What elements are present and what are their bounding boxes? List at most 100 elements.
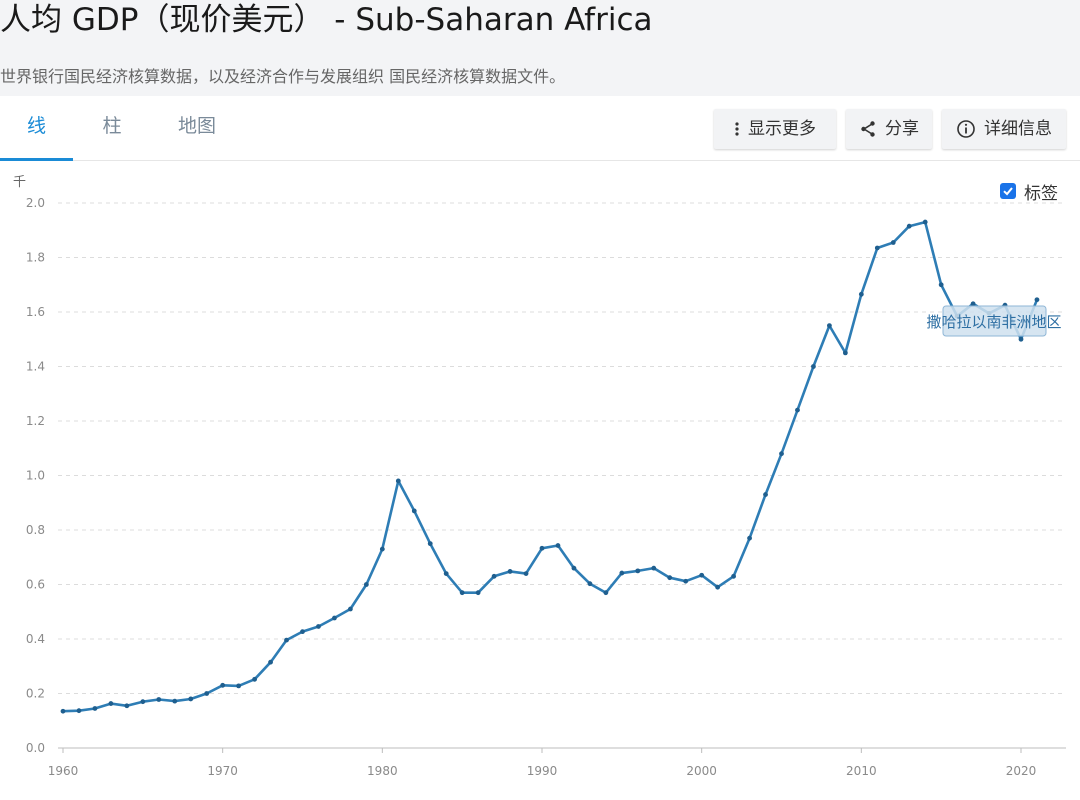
data-point[interactable] [890, 240, 896, 245]
series-label: 撒哈拉以南非洲地区 [926, 305, 1062, 337]
x-tick-label: 2000 [686, 764, 717, 778]
data-point[interactable] [363, 582, 369, 587]
data-point[interactable] [348, 606, 353, 612]
info-icon [956, 119, 976, 139]
data-point[interactable] [651, 565, 657, 571]
data-point[interactable] [874, 245, 880, 251]
x-tick-label: 1960 [48, 764, 79, 778]
data-point[interactable] [683, 578, 689, 584]
data-point[interactable] [555, 543, 561, 548]
data-point[interactable] [763, 492, 768, 497]
data-point[interactable] [523, 571, 529, 576]
y-tick-label: 1.2 [26, 414, 45, 428]
y-tick-label: 0.6 [26, 578, 45, 592]
data-point[interactable] [587, 581, 593, 587]
data-point[interactable] [188, 696, 194, 702]
y-tick-label: 1.4 [26, 360, 45, 374]
data-point[interactable] [156, 697, 162, 702]
details-button[interactable]: 详细信息 [942, 109, 1066, 149]
data-point[interactable] [92, 706, 98, 711]
data-point[interactable] [699, 572, 705, 578]
data-point[interactable] [1018, 336, 1024, 342]
x-tick-label: 1990 [527, 764, 558, 778]
data-point[interactable] [284, 637, 289, 643]
data-point[interactable] [906, 223, 912, 229]
data-point[interactable] [715, 584, 721, 590]
data-point[interactable] [379, 546, 385, 552]
show-more-button[interactable]: 显示更多 [714, 109, 836, 149]
data-point[interactable] [60, 708, 66, 714]
data-point[interactable] [603, 590, 609, 596]
data-point[interactable] [220, 682, 226, 688]
data-point[interactable] [427, 541, 433, 547]
tab-bar-chart[interactable]: 柱 [102, 115, 122, 137]
data-point[interactable] [539, 545, 545, 551]
data-point[interactable] [172, 698, 178, 704]
data-point[interactable] [811, 364, 816, 369]
data-point[interactable] [108, 701, 114, 706]
y-tick-label: 0.2 [26, 687, 45, 701]
data-point[interactable] [507, 569, 513, 574]
share-label: 分享 [885, 119, 919, 139]
vertical-ellipsis-icon [734, 121, 740, 137]
data-point[interactable] [204, 691, 210, 696]
labels-toggle-label: 标签 [1024, 183, 1058, 204]
checkbox-checked-icon[interactable] [1000, 183, 1016, 199]
data-point[interactable] [124, 703, 130, 709]
share-icon [859, 120, 877, 138]
header: 人均 GDP（现价美元） - Sub-Saharan Africa 世界银行国民… [0, 0, 1080, 96]
y-unit-label: 千 [13, 175, 26, 190]
data-point[interactable] [938, 282, 944, 288]
line-chart: 千 0.0 0.2 0.4 0.6 0.8 1.0 1.2 1.4 1.6 1.8 2.0 1960 1… [13, 175, 1066, 778]
data-point[interactable] [475, 590, 481, 596]
y-tick-label: 0.0 [26, 741, 45, 755]
data-point[interactable] [443, 571, 449, 576]
data-point[interactable] [970, 301, 976, 307]
y-tick-label: 0.4 [26, 632, 45, 646]
data-point[interactable] [300, 629, 305, 635]
data-point[interactable] [236, 683, 242, 689]
x-tick-label: 1980 [367, 764, 398, 778]
series-label-box [942, 305, 1047, 337]
y-tick-label: 2.0 [26, 196, 45, 210]
data-point[interactable] [779, 451, 784, 457]
tab-line[interactable]: 线 [0, 96, 73, 161]
data-point[interactable] [411, 508, 417, 514]
y-tick-label: 1.6 [26, 305, 45, 319]
data-point[interactable] [667, 575, 673, 581]
x-tick-label: 2020 [1006, 764, 1037, 778]
series-line [62, 220, 1039, 713]
share-button[interactable]: 分享 [846, 109, 932, 149]
data-point[interactable] [491, 573, 497, 579]
x-tick-label: 2010 [846, 764, 877, 778]
details-label: 详细信息 [984, 119, 1052, 139]
page-title: 人均 GDP（现价美元） - Sub-Saharan Africa [0, 2, 653, 38]
data-point[interactable] [731, 573, 736, 579]
data-point[interactable] [140, 699, 146, 705]
data-point[interactable] [395, 478, 401, 484]
tab-map[interactable]: 地图 [177, 115, 216, 137]
data-point[interactable] [922, 219, 928, 225]
labels-toggle[interactable]: 标签 [1000, 180, 1058, 204]
data-point[interactable] [459, 590, 465, 596]
data-point[interactable] [571, 565, 577, 571]
data-point[interactable] [827, 323, 832, 329]
data-point[interactable] [619, 570, 625, 576]
data-point[interactable] [316, 624, 321, 629]
page-subtitle: 世界银行国民经济核算数据，以及经济合作与发展组织 国民经济核算数据文件。 [0, 67, 566, 86]
data-point[interactable] [858, 291, 864, 297]
show-more-label: 显示更多 [748, 119, 816, 139]
data-point[interactable] [635, 568, 641, 574]
y-tick-label: 0.8 [26, 523, 45, 537]
data-point[interactable] [842, 350, 848, 356]
data-point[interactable] [747, 535, 752, 541]
data-point[interactable] [1034, 297, 1040, 303]
series-label-text: 撒哈拉以南非洲地区 [926, 313, 1061, 331]
y-tick-label: 1.8 [26, 251, 45, 265]
data-point[interactable] [76, 708, 82, 714]
data-point[interactable] [268, 659, 273, 665]
data-point[interactable] [252, 676, 257, 682]
x-tick-label: 1970 [207, 764, 238, 778]
data-point[interactable] [795, 407, 800, 413]
data-point[interactable] [332, 615, 337, 621]
